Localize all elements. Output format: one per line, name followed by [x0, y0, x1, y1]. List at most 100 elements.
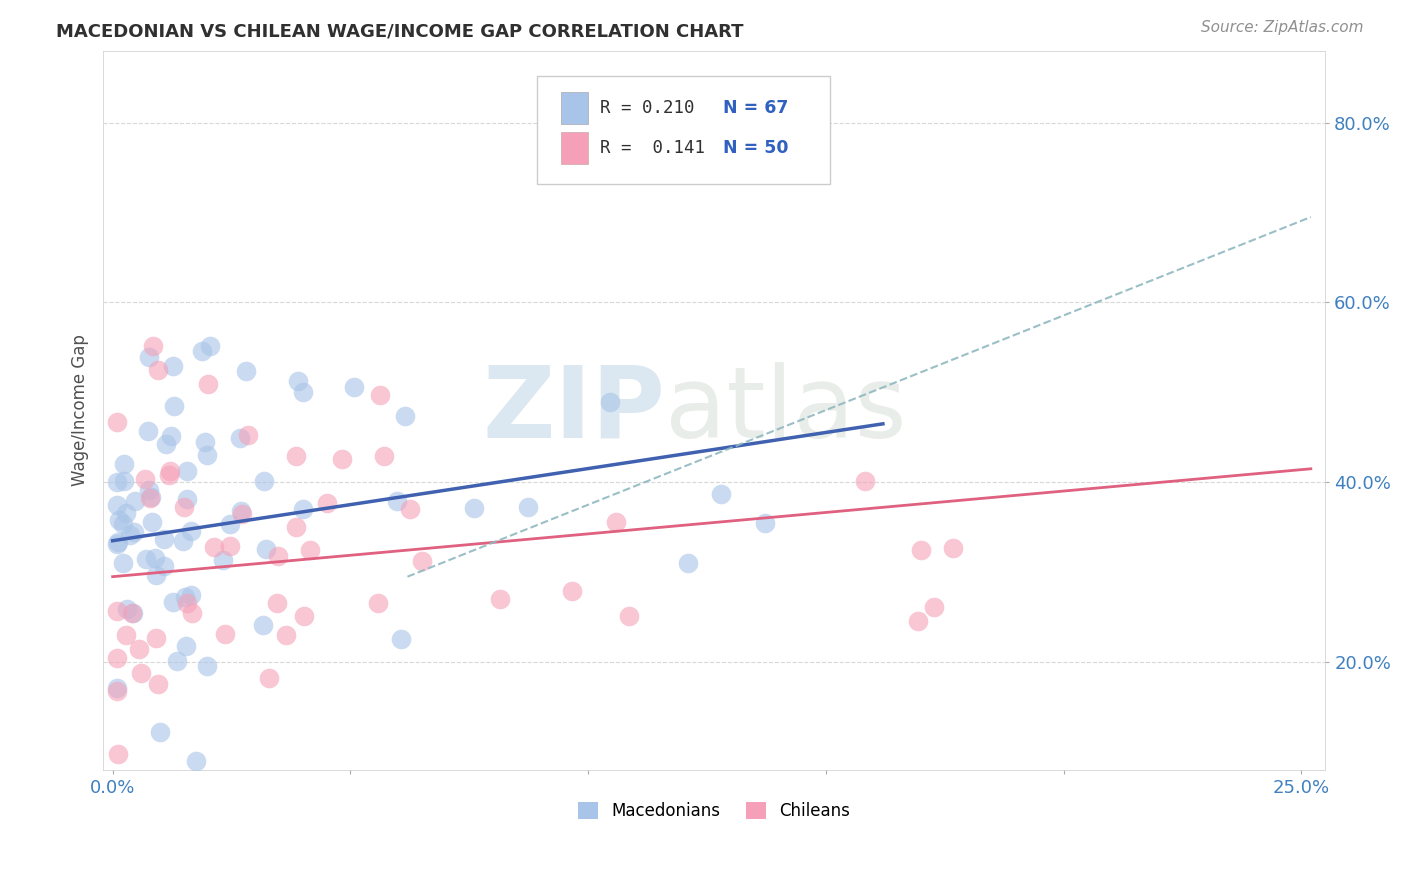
- Point: [942, 541, 965, 555]
- Point: [235, 364, 257, 378]
- Point: [411, 554, 433, 568]
- Point: [176, 597, 198, 611]
- Point: [145, 632, 167, 646]
- Point: [105, 537, 128, 551]
- Point: [162, 359, 184, 373]
- Point: [676, 556, 699, 570]
- Point: [139, 491, 162, 506]
- Point: [162, 595, 184, 609]
- Point: [330, 451, 353, 466]
- Point: [198, 339, 221, 353]
- Point: [114, 506, 136, 520]
- Point: [107, 747, 129, 761]
- Point: [368, 388, 391, 402]
- Point: [173, 500, 195, 514]
- Point: [389, 632, 412, 647]
- Point: [124, 494, 146, 508]
- Point: [115, 628, 138, 642]
- Point: [194, 435, 217, 450]
- Point: [292, 501, 315, 516]
- Point: [212, 553, 235, 567]
- Point: [159, 464, 181, 478]
- Point: [166, 654, 188, 668]
- Point: [107, 534, 129, 549]
- Text: R = 0.210: R = 0.210: [600, 99, 695, 117]
- Point: [105, 681, 128, 696]
- Point: [105, 684, 128, 698]
- Point: [105, 498, 128, 512]
- Point: [138, 483, 160, 498]
- Point: [157, 468, 180, 483]
- Point: [202, 540, 225, 554]
- Point: [108, 513, 131, 527]
- Point: [105, 651, 128, 665]
- Point: [142, 339, 165, 353]
- Point: [143, 550, 166, 565]
- Text: atlas: atlas: [665, 362, 907, 458]
- Point: [180, 588, 202, 602]
- Point: [112, 475, 135, 489]
- Point: [853, 474, 876, 488]
- Text: N = 50: N = 50: [723, 139, 789, 157]
- Point: [197, 448, 219, 462]
- Point: [136, 424, 159, 438]
- Text: N = 67: N = 67: [723, 99, 787, 117]
- Point: [254, 542, 277, 557]
- Point: [112, 556, 135, 570]
- Point: [266, 596, 288, 610]
- Point: [561, 583, 583, 598]
- Point: [138, 350, 160, 364]
- Point: [231, 504, 253, 518]
- FancyBboxPatch shape: [561, 132, 588, 164]
- Point: [149, 724, 172, 739]
- Point: [910, 542, 932, 557]
- Point: [274, 628, 297, 642]
- Point: [394, 409, 416, 423]
- Point: [754, 516, 776, 530]
- Point: [287, 374, 309, 388]
- Y-axis label: Wage/Income Gap: Wage/Income Gap: [72, 334, 89, 486]
- Point: [112, 517, 135, 532]
- Point: [191, 343, 214, 358]
- Legend: Macedonians, Chileans: Macedonians, Chileans: [572, 795, 856, 826]
- Point: [135, 552, 157, 566]
- Point: [160, 429, 183, 443]
- Point: [173, 590, 195, 604]
- Point: [141, 490, 163, 504]
- Point: [257, 672, 280, 686]
- Point: [186, 754, 208, 768]
- Point: [907, 615, 929, 629]
- Point: [229, 431, 252, 445]
- Point: [180, 606, 202, 620]
- Point: [176, 464, 198, 478]
- FancyBboxPatch shape: [561, 92, 588, 124]
- Point: [373, 449, 395, 463]
- Point: [385, 494, 408, 508]
- Point: [174, 639, 197, 653]
- Point: [145, 568, 167, 582]
- Point: [148, 676, 170, 690]
- Point: [517, 500, 540, 515]
- Point: [153, 559, 176, 574]
- Point: [155, 437, 177, 451]
- Point: [122, 606, 145, 620]
- Point: [316, 496, 339, 510]
- Point: [252, 618, 274, 632]
- Point: [463, 500, 485, 515]
- Point: [236, 428, 259, 442]
- Point: [343, 380, 366, 394]
- Text: MACEDONIAN VS CHILEAN WAGE/INCOME GAP CORRELATION CHART: MACEDONIAN VS CHILEAN WAGE/INCOME GAP CO…: [56, 22, 744, 40]
- Text: ZIP: ZIP: [482, 362, 665, 458]
- Text: R =  0.141: R = 0.141: [600, 139, 706, 157]
- Point: [599, 394, 621, 409]
- Point: [292, 608, 315, 623]
- Point: [141, 515, 163, 529]
- Point: [176, 491, 198, 506]
- Point: [367, 596, 389, 610]
- Point: [219, 516, 242, 531]
- Point: [231, 507, 253, 521]
- Point: [172, 534, 194, 549]
- Point: [134, 472, 156, 486]
- Point: [285, 450, 308, 464]
- Point: [112, 457, 135, 471]
